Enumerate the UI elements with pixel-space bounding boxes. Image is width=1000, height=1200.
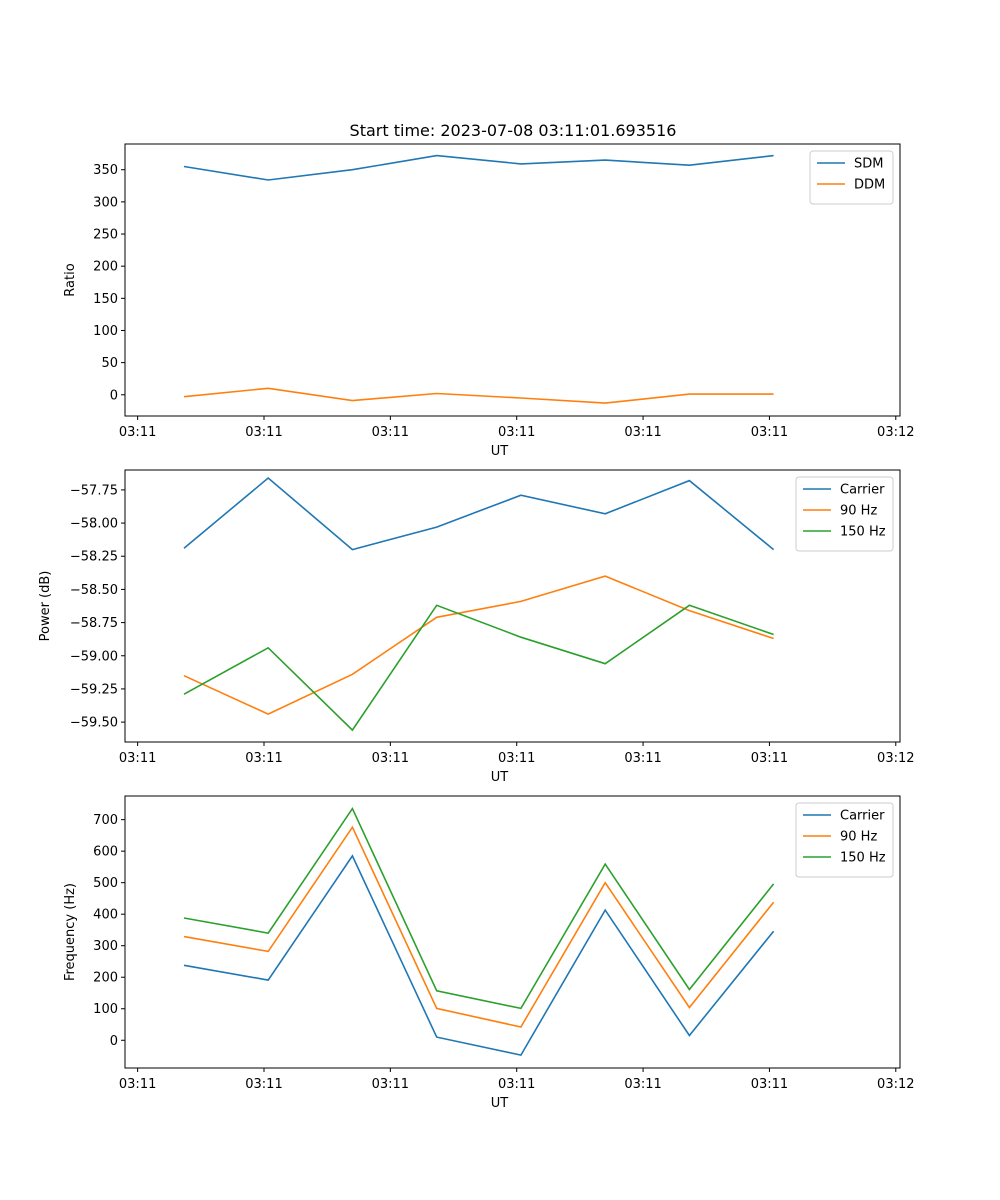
series-line-90-hz (183, 825, 775, 1028)
x-tick-label: 03:11 (498, 425, 535, 440)
legend: SDM DDM (809, 150, 894, 205)
y-tick-label: 250 (93, 228, 118, 243)
series-group (183, 154, 774, 404)
legend-label: 150 Hz (840, 525, 886, 540)
legend-label: SDM (854, 157, 883, 172)
legend-label: 90 Hz (840, 830, 877, 845)
chart-panel-3: 0 100 200 300 400 500 600 700 03:11 03:11 03:11 03:… (63, 795, 915, 1111)
y-tick-label: −59.25 (70, 682, 118, 697)
y-tick-label: 100 (93, 324, 118, 339)
series-line-carrier (183, 854, 775, 1057)
series-line-150-hz (183, 806, 775, 1010)
x-tick-label: 03:11 (624, 1077, 661, 1092)
legend-label: 150 Hz (840, 851, 886, 866)
y-tick-label: 100 (93, 1002, 118, 1017)
legend-label: DDM (854, 178, 885, 193)
y-axis-label: Ratio (63, 263, 78, 296)
y-tick-label: −59.50 (70, 716, 118, 731)
y-tick-label: 200 (93, 260, 118, 275)
series-line-ddm (183, 387, 774, 404)
x-tick-label: 03:11 (498, 751, 535, 766)
x-axis-label: UT (491, 444, 509, 459)
x-axis-label: UT (491, 1096, 509, 1111)
x-tick-label: 03:11 (119, 751, 156, 766)
y-tick-label: 300 (93, 939, 118, 954)
y-tick-label: 0 (110, 1034, 118, 1049)
x-tick-label: 03:11 (751, 1077, 788, 1092)
x-tick-label: 03:11 (624, 751, 661, 766)
x-tick-label: 03:11 (372, 751, 409, 766)
axes-frame (124, 143, 901, 417)
series-line-sdm (183, 154, 774, 181)
series-line-carrier (183, 476, 775, 551)
legend-box (795, 476, 894, 552)
x-tick-label: 03:11 (245, 425, 282, 440)
x-tick-label: 03:11 (372, 425, 409, 440)
y-tick-label: 50 (101, 356, 118, 371)
x-axis-label: UT (491, 770, 509, 785)
figure-title: Start time: 2023-07-08 03:11:01.693516 (350, 121, 677, 140)
y-tick-label: 700 (93, 813, 118, 828)
y-tick-label: 200 (93, 971, 118, 986)
legend-label: Carrier (840, 809, 885, 824)
x-tick-label: 03:11 (245, 751, 282, 766)
x-tick-label: 03:11 (245, 1077, 282, 1092)
chart-panels: 0 50 100 150 200 250 300 350 03:11 03:11 03:11 03:1… (38, 143, 915, 1111)
series-group (183, 476, 775, 732)
y-tick-label: −58.75 (70, 616, 118, 631)
x-tick-label: 03:12 (877, 1077, 914, 1092)
y-tick-label: −58.50 (70, 583, 118, 598)
y-tick-label: 600 (93, 845, 118, 860)
y-tick-label: 150 (93, 292, 118, 307)
x-tick-label: 03:11 (751, 751, 788, 766)
y-tick-label: −58.25 (70, 550, 118, 565)
y-tick-label: 500 (93, 876, 118, 891)
chart-panel-1: 0 50 100 150 200 250 300 350 03:11 03:11 03:11 03:1… (63, 143, 915, 459)
x-tick-label: 03:11 (119, 1077, 156, 1092)
y-tick-label: 350 (93, 163, 118, 178)
legend-box (809, 150, 894, 205)
x-tick-label: 03:11 (119, 425, 156, 440)
series-group (183, 806, 775, 1057)
x-tick-label: 03:11 (498, 1077, 535, 1092)
x-tick-label: 03:11 (751, 425, 788, 440)
x-tick-label: 03:12 (877, 425, 914, 440)
axes-frame (124, 469, 901, 743)
series-line-90-hz (183, 575, 774, 715)
y-tick-label: −59.00 (70, 649, 118, 664)
series-line-150-hz (183, 604, 774, 732)
y-tick-label: −58.00 (70, 517, 118, 532)
x-tick-label: 03:11 (372, 1077, 409, 1092)
y-axis-label: Power (dB) (38, 571, 53, 642)
legend: Carrier 90 Hz 150 Hz (795, 802, 894, 878)
y-tick-label: 300 (93, 195, 118, 210)
x-tick-label: 03:12 (877, 751, 914, 766)
y-tick-label: 400 (93, 908, 118, 923)
legend-label: 90 Hz (840, 504, 877, 519)
chart-panel-2: −59.50 −59.25 −59.00 −58.75 −58.50 −58.25 −58.… (38, 469, 915, 785)
x-tick-label: 03:11 (624, 425, 661, 440)
y-axis-label: Frequency (Hz) (63, 883, 78, 981)
legend-box (795, 802, 894, 878)
legend: Carrier 90 Hz 150 Hz (795, 476, 894, 552)
y-tick-label: −57.75 (70, 483, 118, 498)
legend-label: Carrier (840, 483, 885, 498)
axes-frame (124, 795, 901, 1069)
y-tick-label: 0 (110, 388, 118, 403)
